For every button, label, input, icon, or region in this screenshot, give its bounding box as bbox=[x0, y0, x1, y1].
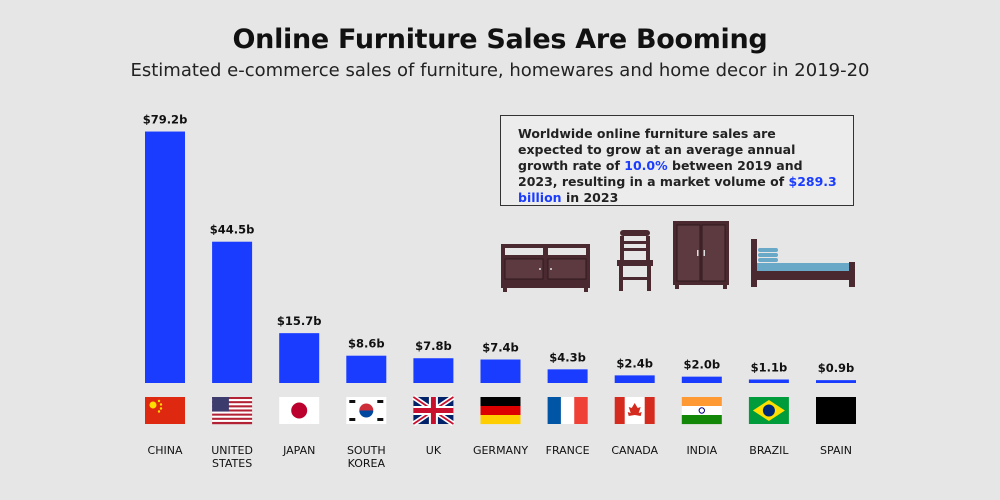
category-label: SOUTH bbox=[347, 444, 386, 457]
category-label: CHINA bbox=[148, 444, 183, 457]
bar bbox=[748, 379, 789, 383]
data-label: $0.9b bbox=[818, 361, 855, 375]
callout-text-2: between 2019 and 2023, resulting in a ma… bbox=[518, 158, 803, 189]
callout-text-3: in 2023 bbox=[565, 190, 619, 205]
wardrobe-icon bbox=[673, 221, 729, 289]
data-label: $79.2b bbox=[143, 113, 188, 127]
bar bbox=[480, 359, 521, 383]
bar bbox=[816, 380, 856, 383]
category-label: STATES bbox=[212, 457, 252, 470]
japan-flag bbox=[279, 397, 320, 424]
brazil-flag bbox=[748, 397, 789, 424]
tv-stand-icon bbox=[501, 244, 590, 292]
category-label: KOREA bbox=[348, 457, 386, 470]
bar bbox=[212, 241, 253, 383]
bar bbox=[279, 333, 320, 383]
bar bbox=[614, 375, 655, 383]
bar bbox=[346, 355, 387, 383]
china-flag bbox=[145, 397, 185, 424]
bar bbox=[413, 358, 454, 383]
data-label: $1.1b bbox=[751, 361, 788, 375]
callout-text-1: Worldwide online furniture sales are exp… bbox=[518, 126, 796, 173]
bar bbox=[681, 376, 722, 383]
data-label: $44.5b bbox=[210, 223, 255, 237]
callout-growth-rate: 10.0% bbox=[624, 158, 668, 173]
data-label: $15.7b bbox=[277, 314, 322, 328]
category-label: UNITED bbox=[211, 444, 253, 457]
south-korea-flag bbox=[346, 397, 387, 424]
category-label: UK bbox=[426, 444, 442, 457]
france-flag bbox=[547, 397, 588, 424]
germany-flag bbox=[480, 397, 521, 425]
data-label: $4.3b bbox=[549, 350, 586, 364]
spain-flag bbox=[816, 397, 856, 424]
data-label: $2.0b bbox=[683, 358, 720, 372]
chair-icon bbox=[617, 230, 653, 291]
chart-title: Online Furniture Sales Are Booming bbox=[232, 24, 768, 55]
category-label: CANADA bbox=[611, 444, 658, 457]
data-label: $7.4b bbox=[482, 341, 519, 355]
uk-flag bbox=[412, 394, 455, 427]
category-label: FRANCE bbox=[546, 444, 590, 457]
growth-callout: Worldwide online furniture sales are exp… bbox=[500, 115, 854, 206]
category-label: GERMANY bbox=[473, 444, 528, 457]
category-label: JAPAN bbox=[282, 444, 315, 457]
bar bbox=[145, 131, 185, 383]
chart-subtitle: Estimated e-commerce sales of furniture,… bbox=[130, 60, 870, 81]
bed-icon bbox=[751, 239, 855, 287]
data-label: $8.6b bbox=[348, 337, 385, 351]
canada-flag bbox=[614, 397, 655, 424]
category-label: SPAIN bbox=[820, 444, 852, 457]
bar bbox=[547, 369, 588, 383]
callout-market-volume: $289.3 billion bbox=[518, 174, 837, 205]
data-label: $7.8b bbox=[415, 339, 452, 353]
category-label: INDIA bbox=[686, 444, 717, 457]
category-label: BRAZIL bbox=[749, 444, 789, 457]
usa-flag bbox=[212, 397, 253, 425]
india-flag bbox=[681, 397, 722, 425]
data-label: $2.4b bbox=[616, 356, 653, 370]
